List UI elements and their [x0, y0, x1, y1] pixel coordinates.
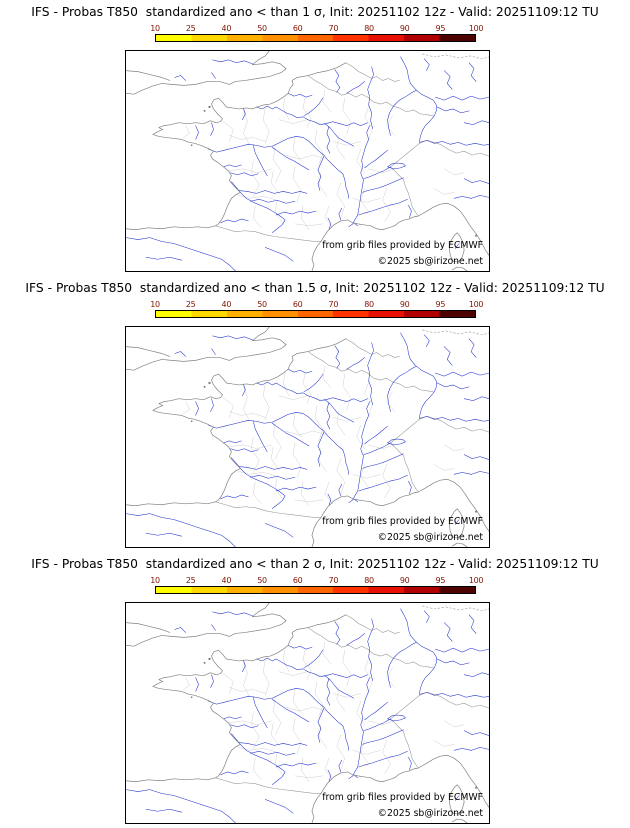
colorbar-tick-label: 40	[221, 576, 232, 585]
small-island-icon	[190, 144, 193, 147]
coastlines	[126, 603, 489, 823]
colorbar-gradient	[155, 586, 476, 594]
france-map	[126, 327, 489, 547]
rivers	[126, 332, 489, 547]
colorbar-gradient	[155, 310, 476, 318]
coastlines	[126, 51, 489, 271]
department-borders	[183, 366, 465, 506]
colorbar-tick-labels: 10 25 40 50 60 70 80 90 95 100	[150, 300, 483, 310]
copyright-text: ©2025 sb@irizone.net	[377, 808, 483, 819]
france-map-svg	[126, 327, 489, 547]
small-island-icon	[190, 696, 193, 699]
colorbar-tick-label: 95	[435, 24, 446, 33]
credit-text: from grib files provided by ECMWF	[322, 792, 483, 803]
map-frame: from grib files provided by ECMWF ©2025 …	[125, 50, 490, 272]
colorbar-tick-label: 40	[221, 300, 232, 309]
small-island-icon	[474, 234, 478, 237]
colorbar-tick-label: 10	[150, 300, 160, 309]
colorbar: 10 25 40 50 60 70 80 90 95 100	[150, 576, 483, 594]
rivers	[126, 56, 489, 271]
dashed-border	[422, 53, 489, 60]
colorbar-tick-label: 50	[257, 24, 267, 33]
panel-title: IFS - Probas T850 standardized ano < tha…	[31, 5, 599, 19]
colorbar-tick-label: 50	[257, 300, 267, 309]
colorbar-tick-label: 40	[221, 24, 232, 33]
colorbar-tick-label: 70	[328, 576, 339, 585]
colorbar-tick-label: 10	[150, 576, 160, 585]
colorbar-tick-label: 95	[435, 300, 446, 309]
channel-island-icon	[208, 381, 211, 385]
coastlines	[126, 327, 489, 547]
rivers	[126, 608, 489, 823]
colorbar-tick-label: 80	[364, 24, 374, 33]
small-island-icon	[474, 510, 478, 513]
colorbar-tick-label: 60	[292, 24, 303, 33]
colorbar-tick-label: 25	[185, 24, 196, 33]
colorbar-tick-label: 100	[468, 24, 484, 33]
department-borders	[183, 90, 465, 230]
colorbar-gradient	[155, 34, 476, 42]
colorbar-tick-label: 10	[150, 24, 160, 33]
channel-island-icon	[208, 657, 211, 661]
panel-title: IFS - Probas T850 standardized ano < tha…	[31, 557, 599, 571]
colorbar-tick-label: 95	[435, 576, 446, 585]
channel-island-icon	[203, 385, 206, 388]
colorbar-tick-labels: 10 25 40 50 60 70 80 90 95 100	[150, 24, 483, 34]
colorbar-tick-label: 100	[468, 300, 484, 309]
department-borders	[183, 642, 465, 782]
france-map	[126, 603, 489, 823]
map-frame: from grib files provided by ECMWF ©2025 …	[125, 602, 490, 824]
colorbar-tick-label: 25	[185, 576, 196, 585]
dashed-border	[422, 329, 489, 336]
france-map	[126, 51, 489, 271]
colorbar-tick-labels: 10 25 40 50 60 70 80 90 95 100	[150, 576, 483, 586]
map-frame: from grib files provided by ECMWF ©2025 …	[125, 326, 490, 548]
colorbar-tick-label: 90	[399, 24, 410, 33]
france-map-svg	[126, 51, 489, 271]
colorbar-tick-label: 25	[185, 300, 196, 309]
credit-text: from grib files provided by ECMWF	[322, 516, 483, 527]
dashed-border	[422, 605, 489, 612]
colorbar-tick-label: 100	[468, 576, 484, 585]
small-island-icon	[474, 786, 478, 789]
france-map-svg	[126, 603, 489, 823]
copyright-text: ©2025 sb@irizone.net	[377, 256, 483, 267]
channel-island-icon	[203, 109, 206, 112]
channel-island-icon	[208, 105, 211, 109]
credit-text: from grib files provided by ECMWF	[322, 240, 483, 251]
panel-sigma-1: IFS - Probas T850 standardized ano < tha…	[0, 0, 630, 276]
colorbar-tick-label: 60	[292, 576, 303, 585]
channel-island-icon	[203, 661, 206, 664]
colorbar: 10 25 40 50 60 70 80 90 95 100	[150, 24, 483, 42]
panel-title: IFS - Probas T850 standardized ano < tha…	[25, 281, 605, 295]
colorbar-tick-label: 50	[257, 576, 267, 585]
colorbar-tick-label: 70	[328, 24, 339, 33]
small-island-icon	[190, 420, 193, 423]
colorbar: 10 25 40 50 60 70 80 90 95 100	[150, 300, 483, 318]
panel-sigma-2: IFS - Probas T850 standardized ano < tha…	[0, 552, 630, 828]
colorbar-tick-label: 60	[292, 300, 303, 309]
colorbar-tick-label: 80	[364, 300, 374, 309]
colorbar-tick-label: 90	[399, 300, 410, 309]
colorbar-tick-label: 70	[328, 300, 339, 309]
copyright-text: ©2025 sb@irizone.net	[377, 532, 483, 543]
colorbar-tick-label: 80	[364, 576, 374, 585]
panel-sigma-1-5: IFS - Probas T850 standardized ano < tha…	[0, 276, 630, 552]
colorbar-tick-label: 90	[399, 576, 410, 585]
